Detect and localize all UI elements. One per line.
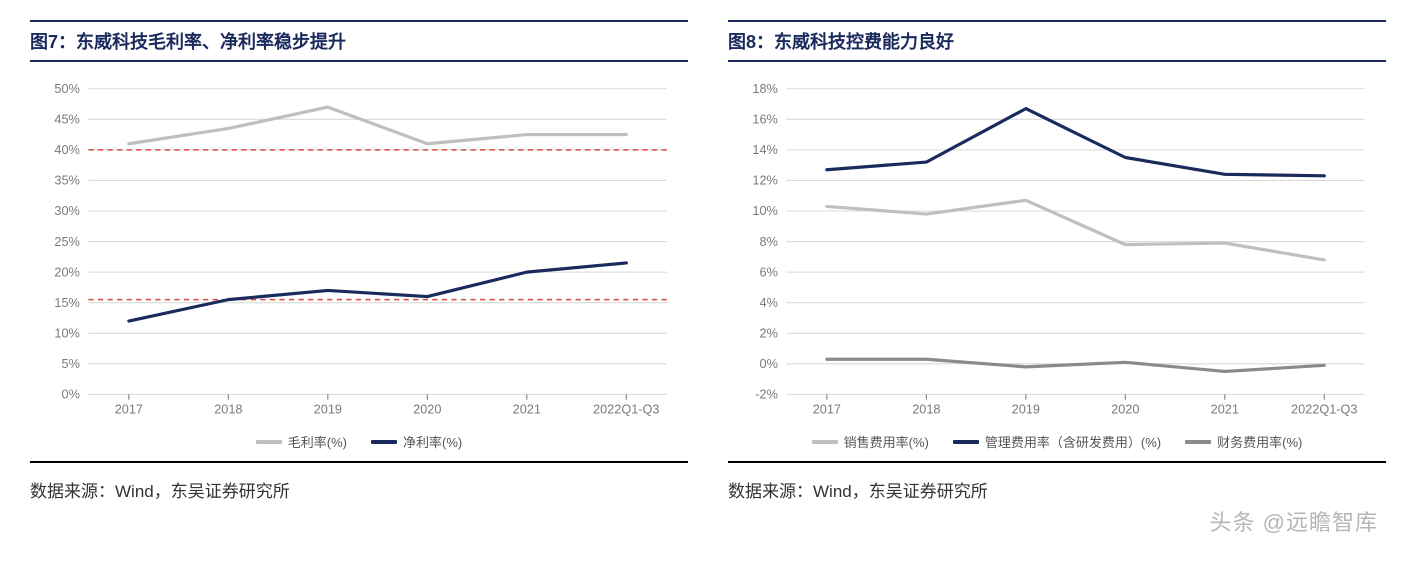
svg-text:10%: 10% [752,203,777,218]
legend-swatch [1185,440,1211,444]
svg-text:40%: 40% [54,142,79,157]
legend-swatch [371,440,397,444]
legend-item: 财务费用率(%) [1185,432,1302,451]
left-title: 图7：东威科技毛利率、净利率稳步提升 [30,32,346,52]
legend-label: 财务费用率(%) [1217,432,1302,451]
chart-svg: -2% 0% 2% 4% 6% 8% 10% 12% 14% 16% 18% 2017 2018 2019… [728,76,1386,426]
legend-swatch [812,440,838,444]
svg-text:20%: 20% [54,264,79,279]
legend-item: 毛利率(%) [256,432,347,451]
svg-text:35%: 35% [54,173,79,188]
right-divider [728,461,1386,463]
svg-text:25%: 25% [54,234,79,249]
svg-text:2019: 2019 [314,401,342,416]
left-legend: 毛利率(%) 净利率(%) [30,432,688,451]
legend-item: 销售费用率(%) [812,432,929,451]
svg-text:5%: 5% [61,356,79,371]
legend-label: 净利率(%) [403,432,462,451]
legend-label: 管理费用率（含研发费用）(%) [985,432,1161,451]
legend-item: 管理费用率（含研发费用）(%) [953,432,1161,451]
svg-text:2019: 2019 [1012,401,1040,416]
legend-label: 销售费用率(%) [844,432,929,451]
left-panel: 图7：东威科技毛利率、净利率稳步提升 0% 5% 10% 15% 20% 25% 30% 35… [30,20,688,502]
legend-item: 净利率(%) [371,432,462,451]
svg-text:2021: 2021 [513,401,541,416]
svg-text:50%: 50% [54,81,79,96]
right-legend: 销售费用率(%) 管理费用率（含研发费用）(%) 财务费用率(%) [728,432,1386,451]
svg-text:30%: 30% [54,203,79,218]
right-source: 数据来源：Wind，东吴证券研究所 [728,477,1386,502]
watermark: 头条 @远瞻智库 [1210,505,1378,537]
svg-text:45%: 45% [54,112,79,127]
svg-text:2018: 2018 [214,401,242,416]
svg-text:2022Q1-Q3: 2022Q1-Q3 [593,401,659,416]
chart-svg: 0% 5% 10% 15% 20% 25% 30% 35% 40% 45% 50% 2017 2018 2… [30,76,688,426]
svg-text:14%: 14% [752,142,777,157]
svg-text:-2%: -2% [755,387,778,402]
svg-text:12%: 12% [752,173,777,188]
svg-text:18%: 18% [752,81,777,96]
svg-text:2017: 2017 [813,401,841,416]
legend-swatch [256,440,282,444]
legend-swatch [953,440,979,444]
svg-text:0%: 0% [61,387,79,402]
right-title-bar: 图8：东威科技控费能力良好 [728,20,1386,62]
svg-text:2020: 2020 [1111,401,1139,416]
svg-text:2022Q1-Q3: 2022Q1-Q3 [1291,401,1357,416]
svg-text:2021: 2021 [1211,401,1239,416]
svg-text:2017: 2017 [115,401,143,416]
svg-text:2018: 2018 [912,401,940,416]
legend-label: 毛利率(%) [288,432,347,451]
left-title-bar: 图7：东威科技毛利率、净利率稳步提升 [30,20,688,62]
svg-text:0%: 0% [759,356,777,371]
svg-text:16%: 16% [752,112,777,127]
left-source: 数据来源：Wind，东吴证券研究所 [30,477,688,502]
right-chart: -2% 0% 2% 4% 6% 8% 10% 12% 14% 16% 18% 2017 2018 2019… [728,76,1386,426]
left-divider [30,461,688,463]
svg-text:15%: 15% [54,295,79,310]
svg-text:4%: 4% [759,295,777,310]
svg-text:6%: 6% [759,264,777,279]
right-panel: 图8：东威科技控费能力良好 -2% 0% 2% 4% 6% 8% 10% 12% 14% 16% 1… [728,20,1386,502]
svg-text:2%: 2% [759,325,777,340]
svg-text:8%: 8% [759,234,777,249]
left-chart: 0% 5% 10% 15% 20% 25% 30% 35% 40% 45% 50% 2017 2018 2… [30,76,688,426]
right-title: 图8：东威科技控费能力良好 [728,32,954,52]
svg-text:10%: 10% [54,325,79,340]
svg-text:2020: 2020 [413,401,441,416]
